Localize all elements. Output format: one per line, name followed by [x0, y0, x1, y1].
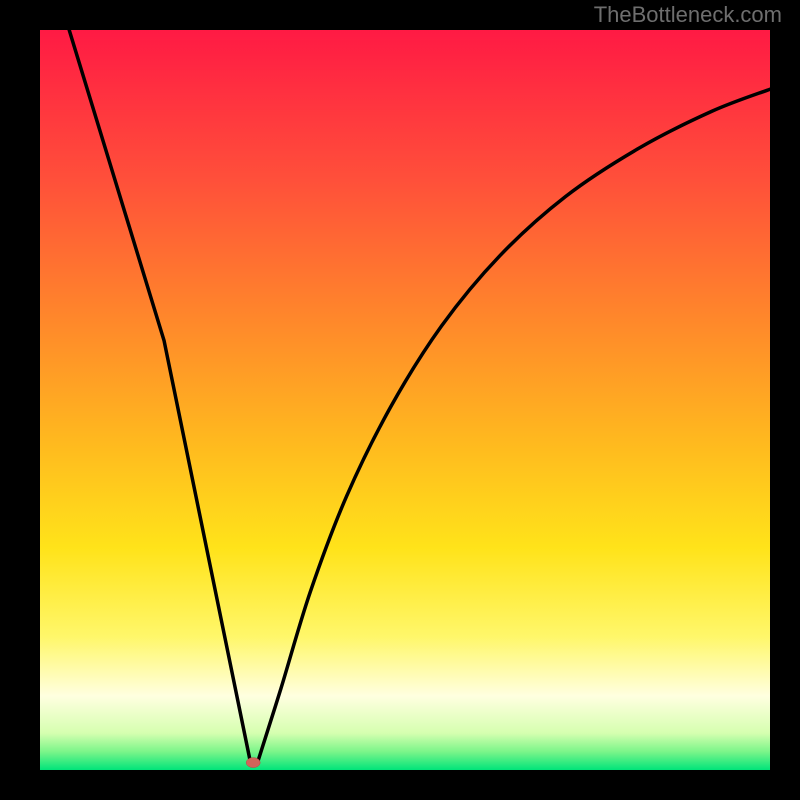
optimal-point-marker [246, 758, 260, 768]
plot-area-bg [40, 30, 770, 770]
watermark-text: TheBottleneck.com [594, 2, 782, 28]
bottleneck-chart [0, 0, 800, 800]
